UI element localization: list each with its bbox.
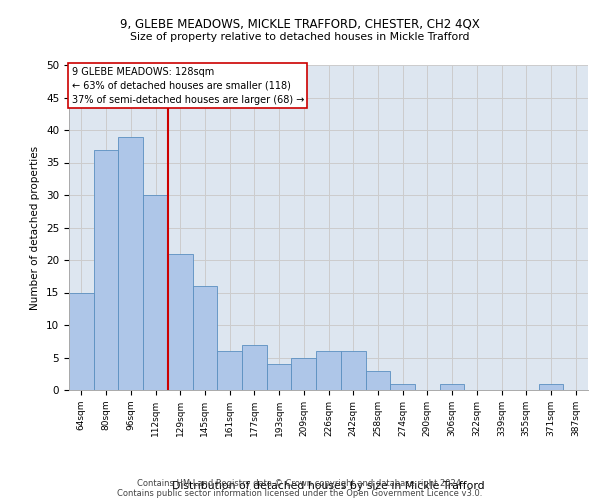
Bar [143,195,168,390]
Text: Contains public sector information licensed under the Open Government Licence v3: Contains public sector information licen… [118,488,482,498]
Bar [94,150,118,390]
Bar [193,286,217,390]
Bar [440,384,464,390]
Bar [539,384,563,390]
X-axis label: Distribution of detached houses by size in Mickle Trafford: Distribution of detached houses by size … [172,480,485,490]
Bar [365,370,390,390]
Text: Contains HM Land Registry data © Crown copyright and database right 2024.: Contains HM Land Registry data © Crown c… [137,478,463,488]
Y-axis label: Number of detached properties: Number of detached properties [31,146,40,310]
Bar [341,351,365,390]
Bar [242,344,267,390]
Bar [267,364,292,390]
Bar [69,292,94,390]
Bar [316,351,341,390]
Text: 9, GLEBE MEADOWS, MICKLE TRAFFORD, CHESTER, CH2 4QX: 9, GLEBE MEADOWS, MICKLE TRAFFORD, CHEST… [120,18,480,30]
Bar [390,384,415,390]
Bar [217,351,242,390]
Text: Size of property relative to detached houses in Mickle Trafford: Size of property relative to detached ho… [130,32,470,42]
Bar [168,254,193,390]
Bar [292,358,316,390]
Bar [118,136,143,390]
Text: 9 GLEBE MEADOWS: 128sqm
← 63% of detached houses are smaller (118)
37% of semi-d: 9 GLEBE MEADOWS: 128sqm ← 63% of detache… [71,66,304,104]
